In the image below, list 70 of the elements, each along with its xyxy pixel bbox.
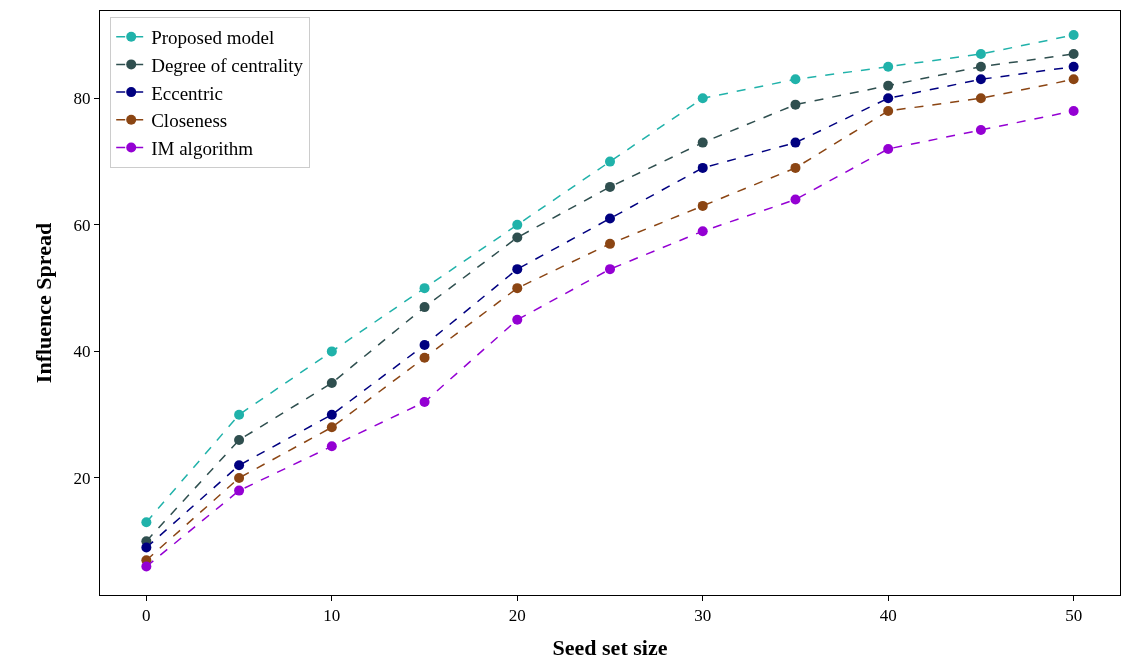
point	[512, 283, 523, 294]
point	[419, 352, 430, 363]
point	[326, 409, 337, 420]
point	[1068, 49, 1079, 60]
y-tick-label: 20	[73, 468, 91, 488]
point	[697, 226, 708, 237]
point	[975, 74, 986, 85]
point	[326, 422, 337, 433]
legend-label: Closeness	[151, 110, 228, 132]
point	[1068, 30, 1079, 41]
point	[697, 93, 708, 104]
point	[326, 441, 337, 452]
y-tick-label: 80	[73, 89, 91, 109]
point	[697, 137, 708, 148]
point	[1068, 61, 1079, 72]
point	[234, 460, 245, 471]
legend-label: Proposed model	[151, 27, 275, 49]
point	[883, 61, 894, 72]
point	[790, 194, 801, 205]
x-tick-label: 0	[142, 606, 151, 626]
point	[605, 181, 615, 192]
point	[975, 61, 986, 72]
point	[883, 80, 894, 91]
point	[419, 340, 430, 351]
point	[234, 434, 245, 445]
point	[883, 143, 894, 154]
point	[790, 137, 801, 148]
point	[790, 162, 801, 173]
point	[1068, 105, 1079, 116]
point	[234, 485, 245, 496]
y-axis-title: Influence Spread	[31, 222, 57, 384]
point	[234, 472, 245, 483]
point	[605, 238, 615, 249]
point	[605, 156, 615, 167]
point	[326, 378, 337, 389]
point	[141, 517, 152, 528]
point	[975, 93, 986, 104]
point	[512, 219, 523, 230]
x-tick-label: 10	[323, 606, 341, 626]
point	[883, 93, 894, 104]
point	[512, 264, 523, 275]
y-tick-label: 40	[73, 342, 91, 362]
point	[419, 283, 430, 294]
point	[512, 314, 523, 325]
point	[790, 74, 801, 85]
x-axis-title: Seed set size	[552, 635, 668, 661]
point	[1068, 74, 1079, 85]
point	[975, 124, 986, 135]
point	[141, 542, 152, 553]
point	[790, 99, 801, 110]
point	[975, 49, 986, 60]
point	[605, 213, 615, 224]
point	[419, 302, 430, 313]
x-tick-label: 30	[694, 606, 712, 626]
point	[883, 105, 894, 116]
legend-label: Eccentric	[151, 82, 223, 104]
x-tick-label: 40	[879, 606, 897, 626]
legend-label: Degree of centrality	[151, 54, 304, 76]
point	[419, 397, 430, 408]
point	[512, 232, 523, 243]
point	[326, 346, 337, 357]
point	[697, 162, 708, 173]
y-tick-label: 60	[73, 215, 91, 235]
x-tick-label: 50	[1065, 606, 1083, 626]
point	[141, 561, 152, 572]
legend-label: IM algorithm	[151, 137, 254, 159]
point	[234, 409, 245, 420]
x-tick-label: 20	[508, 606, 526, 626]
point	[697, 200, 708, 211]
point	[605, 264, 615, 275]
